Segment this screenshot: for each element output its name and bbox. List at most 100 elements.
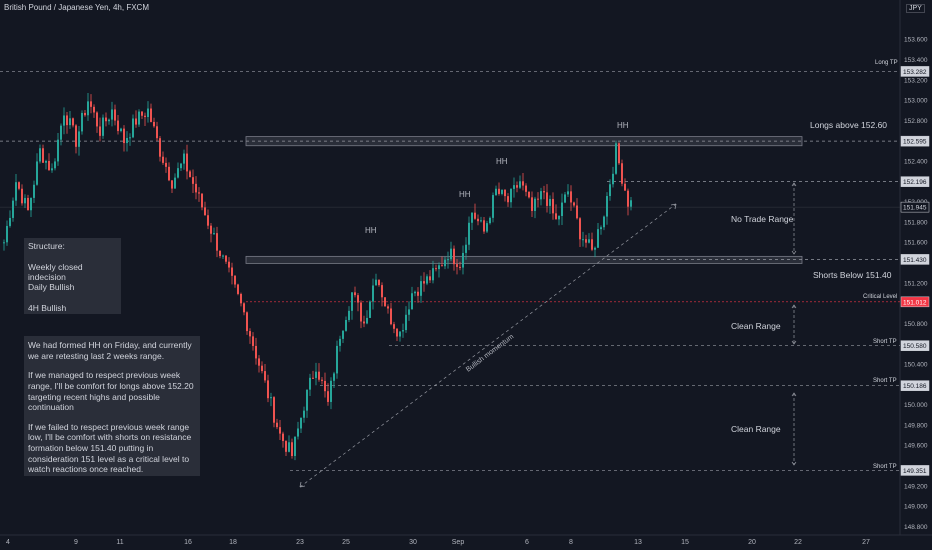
candle-bear (21, 188, 23, 204)
price-tick-label: 151.600 (904, 240, 928, 247)
candle-bear (219, 250, 221, 257)
candle-bear (552, 198, 554, 214)
candle-bear (72, 118, 74, 126)
date-tick-label: 8 (569, 539, 573, 546)
structure-line: Weekly closed indecision (28, 261, 83, 283)
candle-bull (495, 188, 497, 196)
candle-bull (471, 212, 473, 223)
candle-bear (210, 225, 212, 234)
price-tick-label: 149.000 (904, 504, 928, 511)
candle-bull (630, 200, 632, 207)
structure-line: Structure: (28, 241, 65, 251)
candle-bull (564, 194, 566, 203)
price-tag (900, 340, 930, 351)
candle-bear (258, 358, 260, 366)
candle-bull (366, 317, 368, 324)
candle-bear (276, 422, 278, 428)
candle-bear (570, 191, 572, 203)
shorts-label: Shorts Below 151.40 (813, 270, 892, 280)
candle-bear (264, 371, 266, 381)
date-tick-label: 6 (525, 539, 529, 546)
structure-note: Structure: Weekly closed indecision Dail… (24, 238, 121, 314)
candle-bear (159, 138, 161, 157)
candle-bull (450, 248, 452, 260)
candle-bull (501, 189, 503, 194)
candle-bear (42, 148, 44, 163)
price-tick-label: 153.600 (904, 37, 928, 44)
candle-bull (9, 217, 11, 226)
price-tag-label: 149.351 (903, 468, 927, 475)
candle-bear (528, 191, 530, 198)
commentary-paragraph: If we managed to respect previous week r… (28, 370, 194, 413)
candle-bull (315, 371, 317, 378)
price-tick-label: 153.400 (904, 57, 928, 64)
date-tick-label: 20 (748, 539, 756, 546)
candle-bear (150, 108, 152, 122)
date-tick-label: Sep (452, 539, 465, 546)
no-trade-range-arrow-head (791, 250, 797, 255)
candle-bear (123, 128, 125, 144)
price-tag-label: 152.196 (903, 179, 927, 186)
price-tag-label: 150.186 (903, 383, 927, 390)
candle-bear (189, 171, 191, 178)
price-tag (900, 296, 930, 308)
price-tick-label: 153.200 (904, 77, 928, 84)
price-tick-label: 149.200 (904, 483, 928, 490)
price-tag-label: 150.580 (903, 343, 927, 350)
candle-bear (228, 261, 230, 268)
candle-bear (207, 215, 209, 226)
candle-bear (168, 166, 170, 181)
candle-bear (273, 397, 275, 423)
candle-bull (303, 410, 305, 418)
date-tick-label: 18 (229, 539, 237, 546)
date-tick-label: 16 (184, 539, 192, 546)
price-tag (900, 66, 930, 77)
candle-bear (357, 295, 359, 303)
candle-bear (99, 126, 101, 136)
currency-label[interactable]: JPY (906, 4, 925, 13)
price-tick-label: 148.800 (904, 524, 928, 531)
price-tick-label: 151.200 (904, 280, 928, 287)
clean-range-arrow-head (791, 392, 797, 397)
candle-bear (378, 279, 380, 286)
candle-bull (489, 217, 491, 224)
price-tick-label: 150.000 (904, 402, 928, 409)
price-tick-label: 149.600 (904, 443, 928, 450)
candle-bull (129, 137, 131, 139)
candle-bull (120, 128, 122, 132)
candle-bear (318, 371, 320, 380)
candle-bull (300, 417, 302, 429)
candle-bull (180, 163, 182, 169)
candle-bear (396, 328, 398, 337)
candle-bull (102, 117, 104, 136)
candle-bull (348, 310, 350, 320)
candle-bull (309, 377, 311, 390)
candle-bull (534, 198, 536, 211)
price-tick-label: 153.000 (904, 98, 928, 105)
candle-bear (456, 264, 458, 267)
candle-bear (618, 143, 620, 164)
candle-bear (483, 220, 485, 232)
date-tick-label: 25 (342, 539, 350, 546)
date-tick-label: 11 (116, 539, 123, 546)
candle-bull (462, 252, 464, 268)
candle-bull (78, 131, 80, 147)
price-tag (900, 465, 930, 476)
hh-label: HH (459, 190, 471, 199)
candle-bear (312, 377, 314, 379)
candle-bull (351, 292, 353, 311)
candle-bull (60, 125, 62, 140)
candle-bull (54, 161, 56, 169)
candle-bear (327, 391, 329, 402)
candle-bull (561, 202, 563, 217)
candle-bull (330, 380, 332, 402)
no-trade-label: No Trade Range (731, 214, 794, 224)
candle-bull (24, 197, 26, 204)
candle-bull (294, 436, 296, 457)
candle-bull (399, 331, 401, 337)
candle-bull (411, 293, 413, 310)
candle-bull (126, 138, 128, 144)
candle-bull (12, 200, 14, 218)
candle-bear (531, 197, 533, 211)
candle-bull (270, 397, 272, 399)
